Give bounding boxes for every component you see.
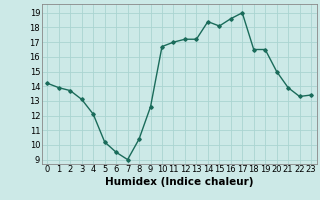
- X-axis label: Humidex (Indice chaleur): Humidex (Indice chaleur): [105, 177, 253, 187]
